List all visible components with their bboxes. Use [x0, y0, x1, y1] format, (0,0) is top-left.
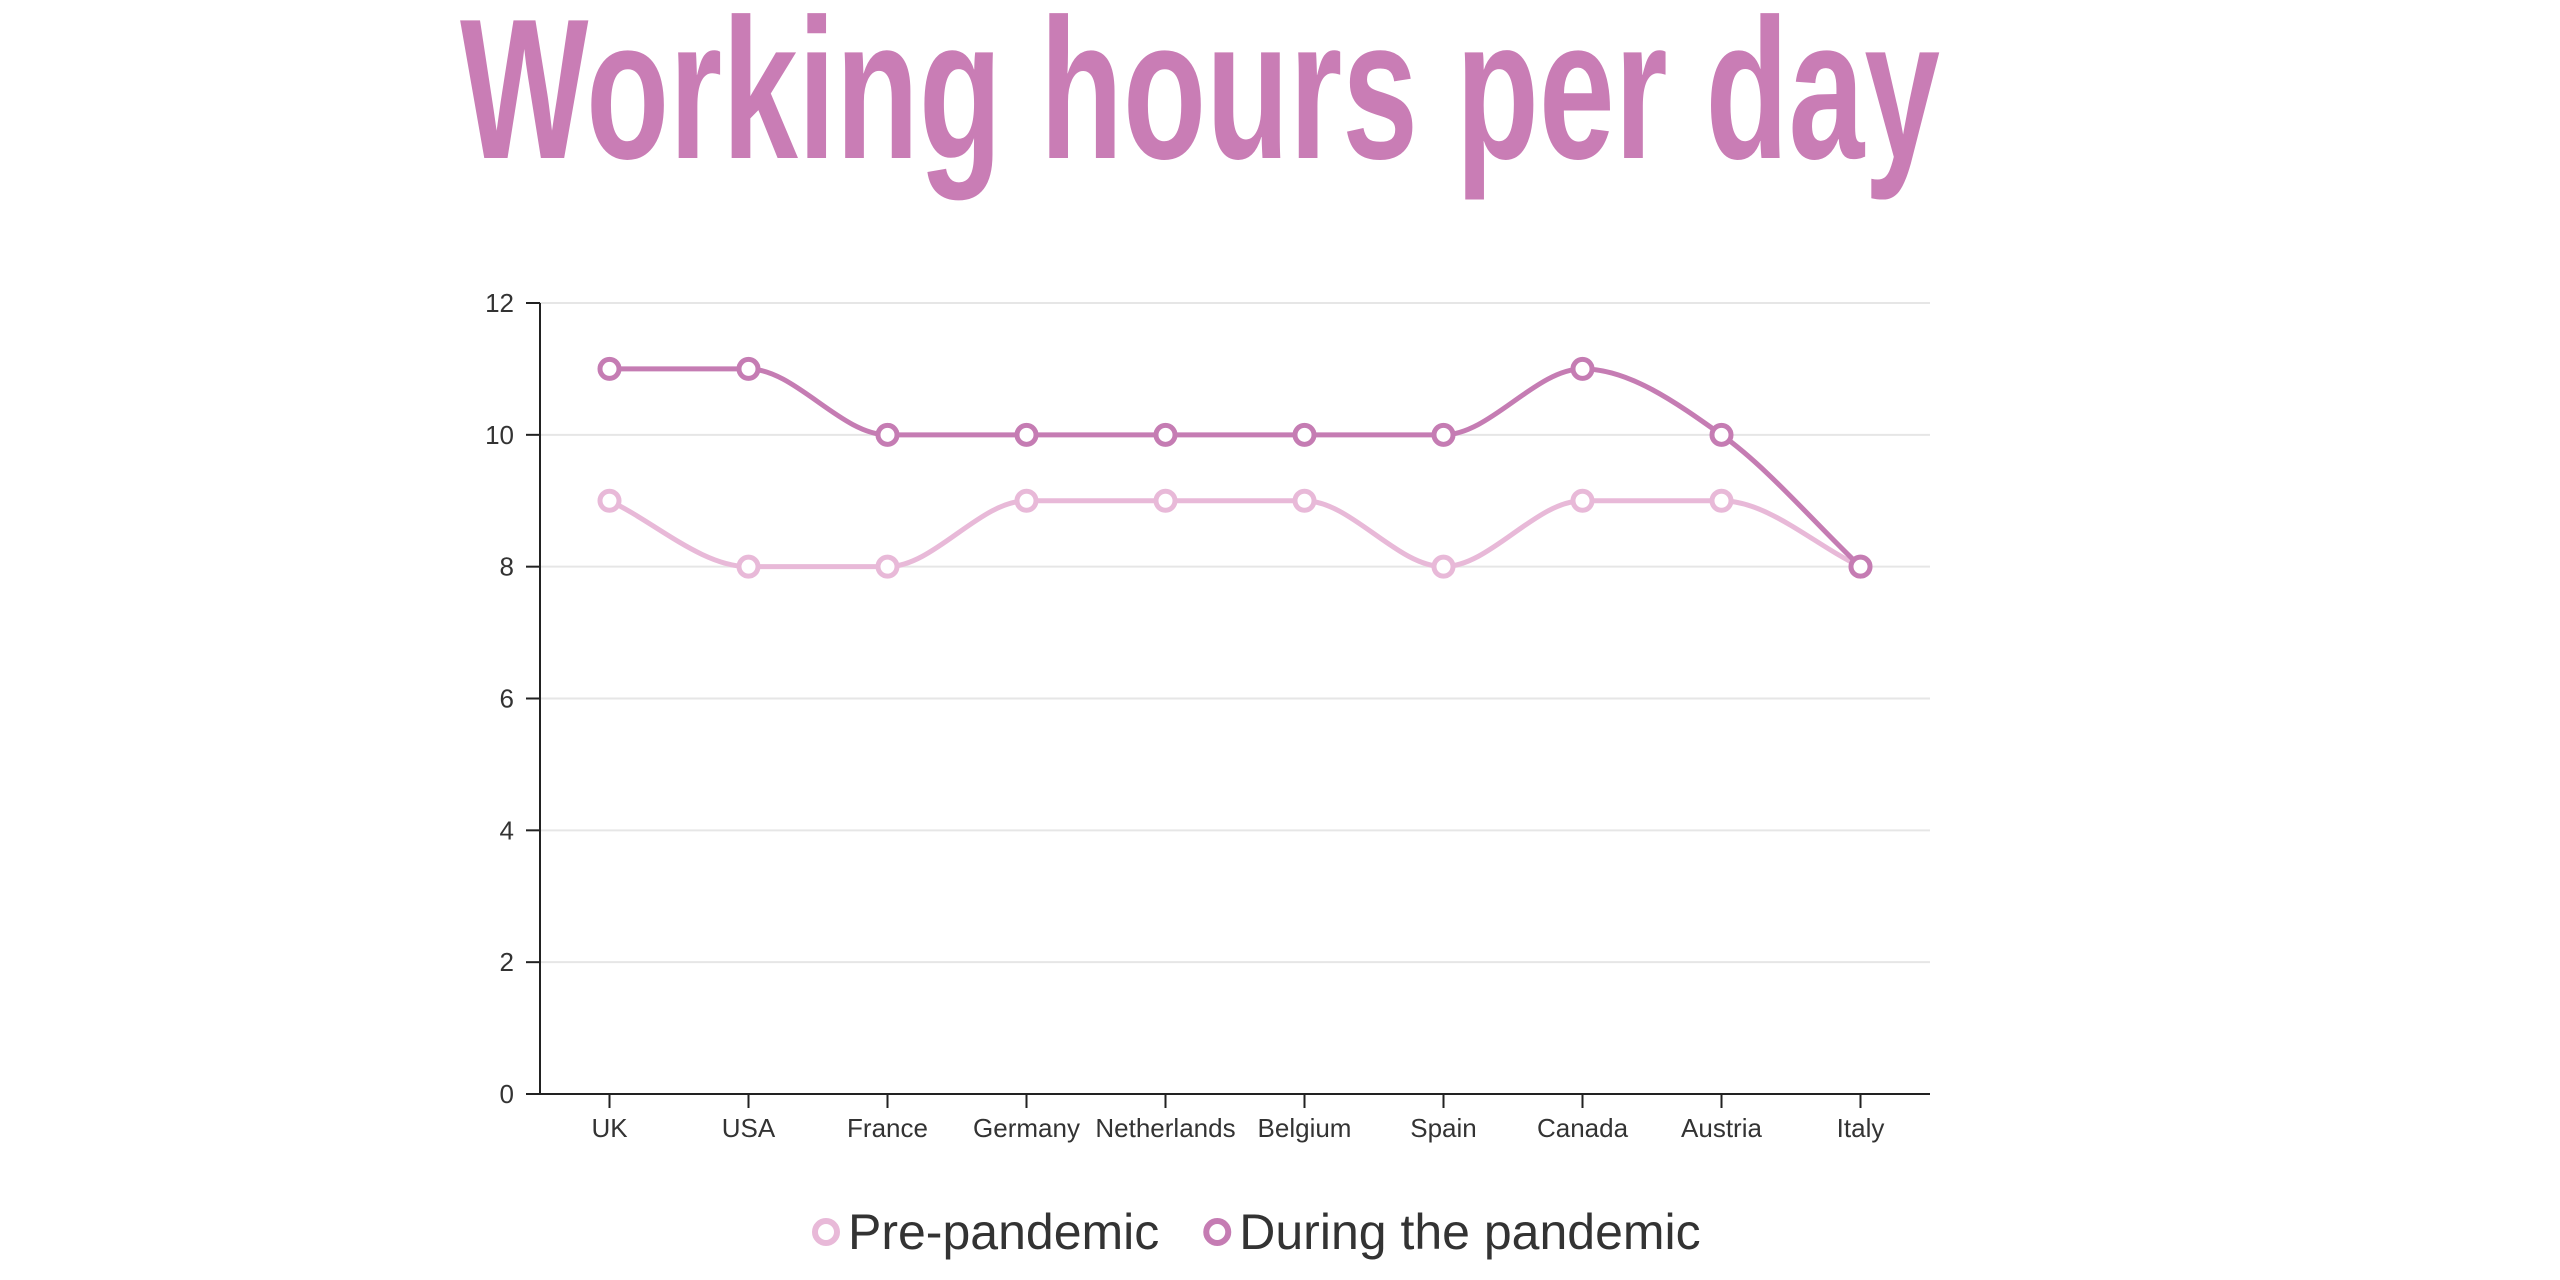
data-point[interactable] [1570, 356, 1595, 381]
data-point[interactable] [875, 422, 900, 447]
data-point[interactable] [736, 356, 761, 381]
legend-marker-icon [812, 1218, 840, 1246]
data-point[interactable] [875, 554, 900, 579]
data-point[interactable] [1709, 422, 1734, 447]
data-point[interactable] [1292, 422, 1317, 447]
x-axis-ticks: UK USA France Germany Netherlands Belgium Spai… [591, 1094, 1884, 1143]
data-point[interactable] [1292, 488, 1317, 513]
x-tick-label: Canada [1537, 1113, 1629, 1143]
x-tick-label: Austria [1681, 1113, 1762, 1143]
y-tick-label: 4 [500, 815, 514, 845]
y-tick-label: 10 [485, 420, 514, 450]
legend-item[interactable]: Pre-pandemic [812, 1204, 1159, 1260]
data-point[interactable] [1153, 422, 1178, 447]
data-point[interactable] [1014, 488, 1039, 513]
series-1 [597, 488, 1873, 579]
data-point[interactable] [597, 488, 622, 513]
x-tick-label: France [847, 1113, 928, 1143]
series-line [607, 498, 1863, 570]
data-point[interactable] [1153, 488, 1178, 513]
y-tick-label: 2 [500, 947, 514, 977]
data-point[interactable] [736, 554, 761, 579]
series [597, 356, 1873, 579]
series-2 [597, 356, 1873, 579]
legend-marker-icon [1203, 1218, 1232, 1246]
x-tick-label: Spain [1410, 1113, 1477, 1143]
legend-label: Pre-pandemic [848, 1204, 1159, 1260]
y-tick-label: 12 [485, 288, 514, 318]
x-tick-label: Italy [1837, 1113, 1885, 1143]
data-point[interactable] [1570, 488, 1595, 513]
x-tick-label: Germany [973, 1113, 1080, 1143]
data-point[interactable] [1709, 488, 1734, 513]
y-tick-label: 8 [500, 552, 514, 582]
data-point[interactable] [1431, 422, 1456, 447]
data-point[interactable] [1014, 422, 1039, 447]
y-axis-ticks: 0 2 4 6 8 10 12 [485, 288, 540, 1109]
series-line [607, 366, 1863, 570]
x-tick-label: USA [722, 1113, 776, 1143]
grid-lines [540, 302, 1930, 964]
x-tick-label: UK [591, 1113, 628, 1143]
data-point[interactable] [597, 356, 622, 381]
data-point[interactable] [1848, 554, 1873, 579]
x-tick-label: Netherlands [1095, 1113, 1235, 1143]
data-point[interactable] [1431, 554, 1456, 579]
chart-title: Working hours per day [460, 0, 1940, 201]
y-tick-label: 6 [500, 684, 514, 714]
x-tick-label: Belgium [1258, 1113, 1352, 1143]
legend-label: During the pandemic [1239, 1204, 1700, 1260]
legend[interactable]: Pre-pandemic During the pandemic [812, 1204, 1701, 1260]
y-tick-label: 0 [500, 1079, 514, 1109]
legend-item[interactable]: During the pandemic [1203, 1204, 1701, 1260]
